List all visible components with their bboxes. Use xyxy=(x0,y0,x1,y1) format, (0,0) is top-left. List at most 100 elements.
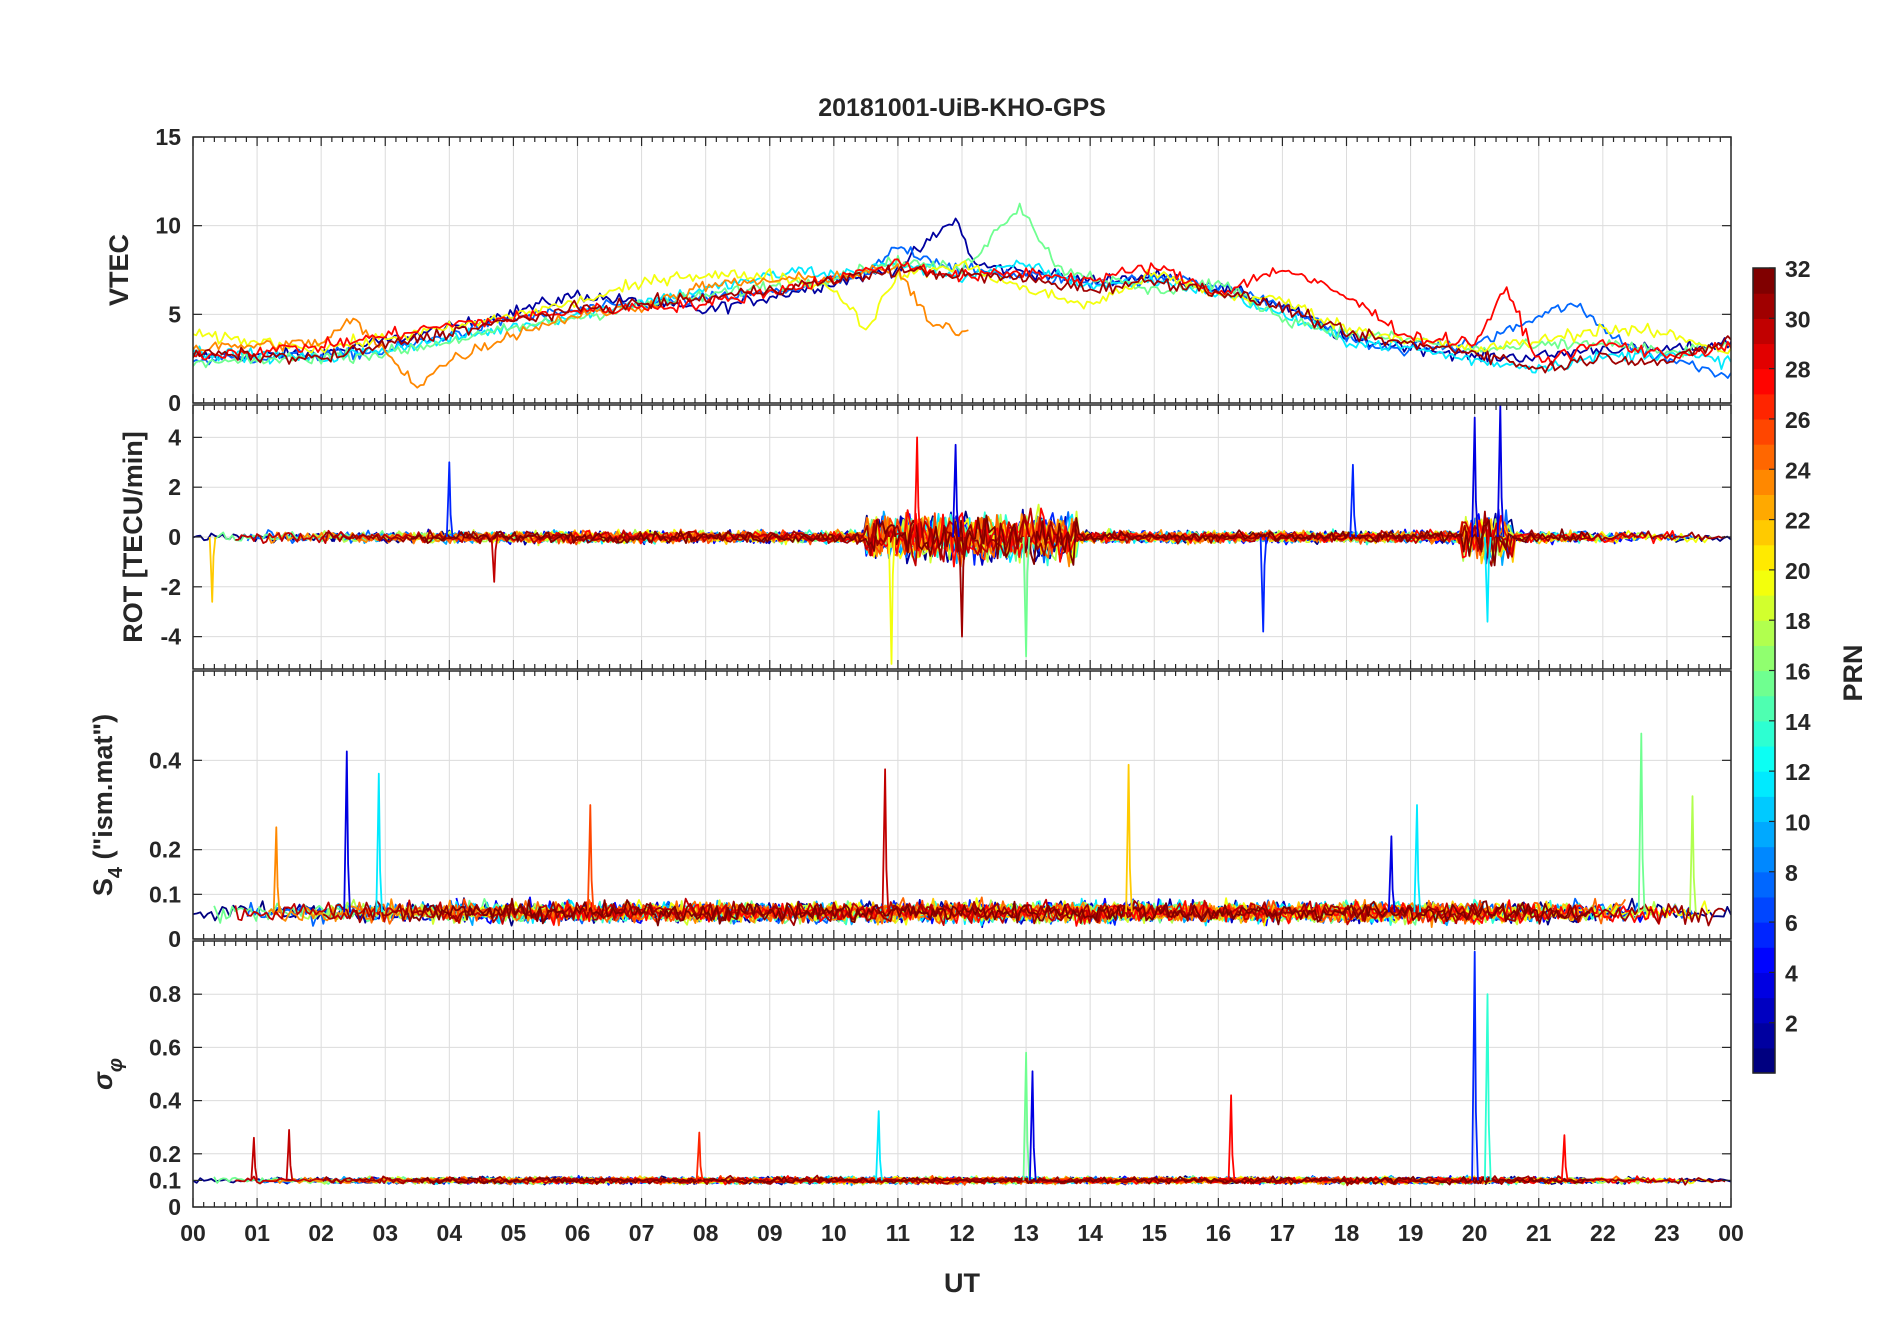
s4-spike-prn-16 xyxy=(1637,732,1646,913)
vtec-series-prn-16 xyxy=(193,202,1731,369)
colorbar-swatch-prn-18 xyxy=(1753,620,1775,646)
s4-spike-prn-24 xyxy=(272,826,281,913)
x-tick-label: 18 xyxy=(1334,1220,1360,1246)
sigma_phi-spike-prn-28 xyxy=(1560,1134,1569,1181)
colorbar-swatch-prn-28 xyxy=(1753,368,1775,395)
vtec-y-tick-label: 15 xyxy=(155,124,181,150)
rot-series-prn-32 xyxy=(410,514,1591,567)
vtec-series-prn-31 xyxy=(193,264,1731,374)
s4-spike-prn-4 xyxy=(1387,835,1396,913)
x-tick-label: 02 xyxy=(308,1220,334,1246)
rot-spike-prn-12 xyxy=(1484,536,1492,623)
x-tick-label: 17 xyxy=(1270,1220,1296,1246)
colorbar-swatch-prn-23 xyxy=(1753,494,1775,521)
colorbar-swatch-prn-25 xyxy=(1753,444,1775,470)
colorbar-tick-label: 30 xyxy=(1785,306,1811,332)
x-tick-label: 03 xyxy=(372,1220,398,1246)
colorbar-tick-label: 32 xyxy=(1785,256,1811,282)
colorbar-tick-label: 8 xyxy=(1785,860,1798,886)
colorbar-tick-label: 4 xyxy=(1785,960,1798,986)
sigma_phi-spike-prn-12 xyxy=(875,1110,883,1181)
colorbar-swatch-prn-24 xyxy=(1753,469,1775,496)
colorbar-swatch-prn-10 xyxy=(1753,821,1775,848)
vtec-series-prn-24 xyxy=(193,263,969,389)
vtec-y-tick-label: 10 xyxy=(155,213,181,239)
rot-spike-prn-22 xyxy=(208,536,217,603)
colorbar-swatch-prn-13 xyxy=(1753,745,1775,772)
colorbar-tick-label: 24 xyxy=(1785,457,1811,483)
colorbar-swatch-prn-17 xyxy=(1753,645,1775,672)
rot-spike-prn-20 xyxy=(888,536,896,665)
x-tick-label: 07 xyxy=(629,1220,655,1246)
s4-spike-prn-22 xyxy=(1125,763,1133,913)
s4-spike-prn-12 xyxy=(375,772,383,913)
x-tick-label: 15 xyxy=(1141,1220,1167,1246)
s4-spike-prn-30 xyxy=(881,768,890,913)
rot-y-tick-label: 0 xyxy=(168,524,181,550)
panel-vtec: 0 5 10 15 VTEC xyxy=(104,124,1732,416)
colorbar-tick-label: 12 xyxy=(1785,759,1811,785)
colorbar-tick-label: 10 xyxy=(1785,809,1811,835)
panel-sigma_phi: 00.10.2 0.4 0.6 0.8 σφ xyxy=(88,940,1732,1220)
panel-s4: 0 0.1 0.2 0.4 S4 ("ism.mat") xyxy=(88,670,1732,952)
x-tick-label: 20 xyxy=(1462,1220,1488,1246)
s4-series-prn-31 xyxy=(322,899,1726,927)
colorbar-swatch-prn-29 xyxy=(1753,343,1775,370)
colorbar-swatch-prn-3 xyxy=(1753,997,1775,1024)
vtec-series-prn-28 xyxy=(193,258,1731,366)
colorbar-swatch-prn-2 xyxy=(1753,1022,1775,1049)
rot-spike-prn-6 xyxy=(445,461,454,538)
colorbar-swatch-prn-6 xyxy=(1753,922,1775,948)
sigma_phi-traces xyxy=(193,950,1731,1187)
sigma_phi-y-tick-label: 0.8 xyxy=(149,981,181,1007)
colorbar-swatch-prn-26 xyxy=(1753,418,1775,445)
x-tick-label: 04 xyxy=(437,1220,463,1246)
rot-y-tick-label: -2 xyxy=(161,574,181,600)
colorbar-swatch-prn-1 xyxy=(1753,1047,1775,1074)
x-tick-label: 13 xyxy=(1013,1220,1039,1246)
vtec-y-tick-label: 5 xyxy=(168,301,181,327)
colorbar-tick-label: 16 xyxy=(1785,659,1811,685)
sigma_phi-y-tick-label: 0.6 xyxy=(149,1034,181,1060)
colorbar-swatch-prn-5 xyxy=(1753,947,1775,973)
colorbar-swatch-prn-8 xyxy=(1753,871,1775,898)
s4-y-tick-label: 0.2 xyxy=(149,837,181,863)
s4-spike-prn-4 xyxy=(343,750,351,913)
rot-traces xyxy=(193,405,1731,665)
colorbar-tick-label: 26 xyxy=(1785,407,1811,433)
s4-series-prn-32 xyxy=(410,897,1591,927)
x-tick-label: 22 xyxy=(1590,1220,1616,1246)
s4-y-tick-label: 0.4 xyxy=(149,747,181,773)
sigma-phi-y-axis-label: σφ xyxy=(88,1058,127,1090)
colorbar-swatch-prn-22 xyxy=(1753,519,1775,546)
sigma_phi-spike-prn-27 xyxy=(695,1131,704,1181)
rot-y-tick-label: 4 xyxy=(168,424,181,450)
s4-traces xyxy=(193,732,1731,928)
panel-rot: -4 -2 0 2 4 ROT [TECU/min] xyxy=(118,404,1732,670)
sigma_phi-spike-prn-16 xyxy=(1022,1051,1031,1181)
colorbar-swatch-prn-30 xyxy=(1753,318,1775,345)
s4-spike-prn-12 xyxy=(1413,804,1422,913)
sigma_phi-y-tick-label: 0.2 xyxy=(149,1141,181,1167)
colorbar-swatch-prn-16 xyxy=(1753,670,1775,697)
x-axis-label: UT xyxy=(944,1268,980,1298)
x-tick-label: 01 xyxy=(244,1220,270,1246)
x-tick-label: 16 xyxy=(1206,1220,1232,1246)
colorbar-swatch-prn-14 xyxy=(1753,720,1775,747)
rot-spike-prn-6 xyxy=(1349,463,1357,538)
sigma_phi-y-tick-label: 0.4 xyxy=(149,1088,181,1114)
rot-spike-prn-4 xyxy=(1496,405,1505,538)
s4-y-axis-label: S4 ("ism.mat") xyxy=(88,714,127,896)
x-tick-label: 00 xyxy=(180,1220,206,1246)
sigma_phi-spike-prn-4 xyxy=(1029,1070,1037,1181)
colorbar-swatch-prn-11 xyxy=(1753,796,1775,823)
x-tick-label: 14 xyxy=(1077,1220,1103,1246)
rot-spike-prn-4 xyxy=(952,443,960,538)
x-tick-label: 23 xyxy=(1654,1220,1680,1246)
rot-y-tick-label: 2 xyxy=(168,474,181,500)
s4-spike-prn-18 xyxy=(1689,795,1697,913)
rot-y-tick-label: -4 xyxy=(161,624,182,650)
